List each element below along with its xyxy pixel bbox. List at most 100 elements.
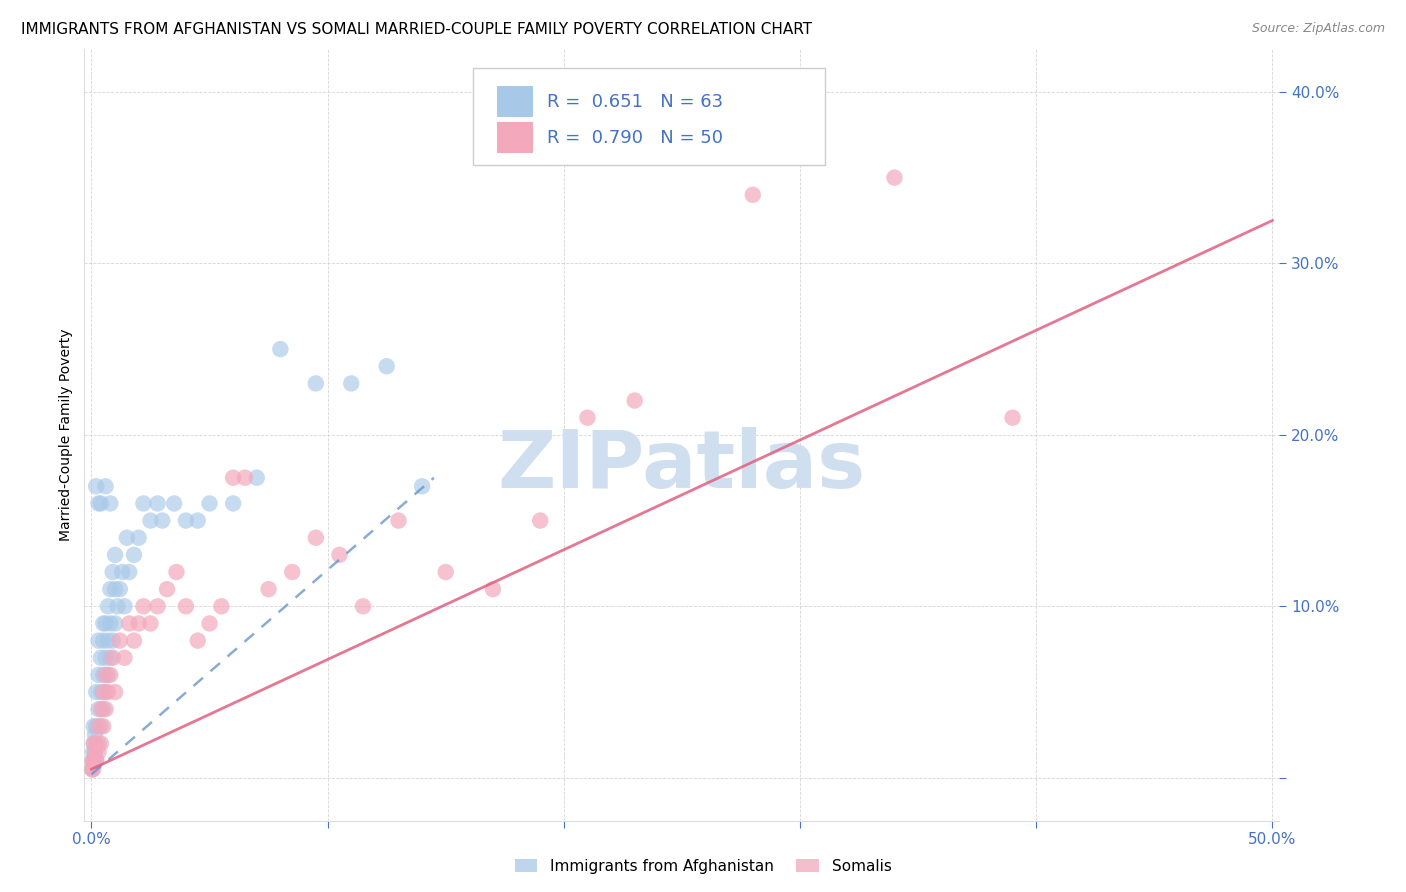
Point bbox=[84, 737, 107, 751]
Point bbox=[82, 745, 104, 759]
Point bbox=[114, 599, 136, 614]
Point bbox=[84, 745, 107, 759]
Point bbox=[434, 565, 457, 579]
Point bbox=[246, 471, 269, 485]
Point bbox=[108, 582, 131, 597]
Point bbox=[623, 393, 645, 408]
Point bbox=[209, 599, 232, 614]
Point bbox=[98, 616, 121, 631]
Point bbox=[305, 531, 328, 545]
Point bbox=[741, 187, 763, 202]
Point bbox=[114, 650, 136, 665]
Point bbox=[83, 754, 105, 768]
Point bbox=[122, 548, 145, 562]
FancyBboxPatch shape bbox=[496, 87, 533, 117]
Point bbox=[883, 170, 905, 185]
Point bbox=[305, 376, 328, 391]
Point bbox=[87, 496, 110, 510]
Point bbox=[91, 719, 114, 733]
Point bbox=[166, 565, 188, 579]
Point bbox=[163, 496, 186, 510]
Point bbox=[97, 668, 120, 682]
Point bbox=[91, 633, 114, 648]
Point bbox=[94, 650, 117, 665]
Point bbox=[84, 719, 107, 733]
Point bbox=[222, 496, 245, 510]
Point bbox=[174, 599, 197, 614]
Point bbox=[111, 565, 134, 579]
Point bbox=[90, 496, 112, 510]
Point bbox=[1001, 410, 1024, 425]
Point bbox=[91, 685, 114, 699]
Point bbox=[94, 702, 117, 716]
Point bbox=[87, 719, 110, 733]
Point bbox=[97, 599, 120, 614]
Point bbox=[128, 616, 150, 631]
Point bbox=[98, 650, 121, 665]
Point bbox=[281, 565, 304, 579]
FancyBboxPatch shape bbox=[496, 122, 533, 153]
Point bbox=[101, 633, 124, 648]
Point bbox=[104, 685, 127, 699]
Text: R =  0.790   N = 50: R = 0.790 N = 50 bbox=[547, 128, 723, 147]
Point bbox=[187, 514, 209, 528]
Point bbox=[198, 496, 221, 510]
Point bbox=[82, 762, 104, 776]
Point bbox=[90, 702, 112, 716]
Point bbox=[122, 633, 145, 648]
Point bbox=[97, 685, 120, 699]
Point bbox=[98, 668, 121, 682]
Point bbox=[115, 531, 138, 545]
Point bbox=[104, 548, 127, 562]
Point bbox=[90, 650, 112, 665]
Point bbox=[90, 719, 112, 733]
Point bbox=[83, 737, 105, 751]
Point bbox=[233, 471, 256, 485]
Point bbox=[156, 582, 179, 597]
Point bbox=[340, 376, 363, 391]
Point bbox=[411, 479, 433, 493]
Point bbox=[257, 582, 280, 597]
Point bbox=[82, 754, 104, 768]
Point bbox=[87, 745, 110, 759]
Point bbox=[108, 633, 131, 648]
Point bbox=[139, 616, 162, 631]
Point bbox=[94, 616, 117, 631]
Point bbox=[87, 737, 110, 751]
FancyBboxPatch shape bbox=[472, 69, 825, 165]
Point bbox=[198, 616, 221, 631]
Text: R =  0.651   N = 63: R = 0.651 N = 63 bbox=[547, 93, 723, 111]
Point bbox=[84, 728, 107, 742]
Text: IMMIGRANTS FROM AFGHANISTAN VS SOMALI MARRIED-COUPLE FAMILY POVERTY CORRELATION : IMMIGRANTS FROM AFGHANISTAN VS SOMALI MA… bbox=[21, 22, 813, 37]
Point bbox=[84, 685, 107, 699]
Text: ZIPatlas: ZIPatlas bbox=[498, 426, 866, 505]
Point bbox=[387, 514, 409, 528]
Point bbox=[91, 616, 114, 631]
Point bbox=[352, 599, 374, 614]
Legend: Immigrants from Afghanistan, Somalis: Immigrants from Afghanistan, Somalis bbox=[509, 853, 897, 880]
Point bbox=[139, 514, 162, 528]
Point bbox=[482, 582, 505, 597]
Point bbox=[87, 633, 110, 648]
Point bbox=[150, 514, 173, 528]
Point bbox=[146, 496, 169, 510]
Point bbox=[269, 342, 291, 356]
Point bbox=[84, 754, 107, 768]
Point bbox=[87, 668, 110, 682]
Point bbox=[94, 668, 117, 682]
Point bbox=[222, 471, 245, 485]
Point bbox=[87, 702, 110, 716]
Point bbox=[132, 496, 155, 510]
Point bbox=[146, 599, 169, 614]
Point bbox=[529, 514, 551, 528]
Point bbox=[128, 531, 150, 545]
Point bbox=[91, 668, 114, 682]
Point bbox=[83, 719, 105, 733]
Point bbox=[82, 762, 104, 776]
Point bbox=[82, 754, 104, 768]
Point bbox=[98, 582, 121, 597]
Point bbox=[94, 479, 117, 493]
Point bbox=[187, 633, 209, 648]
Point bbox=[84, 479, 107, 493]
Point bbox=[118, 565, 141, 579]
